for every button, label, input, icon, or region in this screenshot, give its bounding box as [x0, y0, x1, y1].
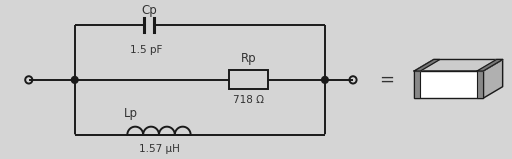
Text: 1.57 μH: 1.57 μH [139, 144, 179, 154]
Text: 1.5 pF: 1.5 pF [130, 45, 162, 55]
Circle shape [322, 76, 328, 83]
Text: Lp: Lp [124, 107, 138, 120]
Bar [414, 71, 483, 98]
Bar [229, 70, 268, 89]
Bar [414, 71, 420, 98]
Polygon shape [483, 59, 503, 98]
Polygon shape [414, 59, 503, 71]
Text: Rp: Rp [241, 52, 256, 65]
Text: 718 Ω: 718 Ω [233, 94, 264, 104]
Polygon shape [477, 59, 503, 71]
Text: Cp: Cp [141, 4, 157, 17]
Bar [477, 71, 483, 98]
Polygon shape [414, 59, 440, 71]
Text: =: = [379, 71, 394, 89]
Circle shape [71, 76, 78, 83]
